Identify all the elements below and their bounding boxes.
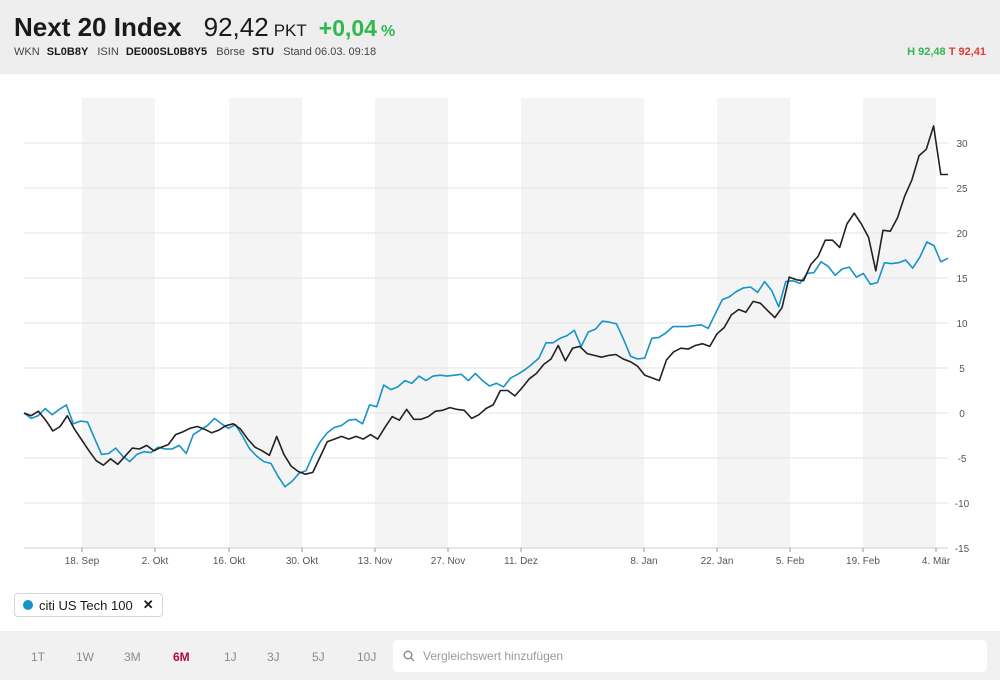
y-tick-label: 0 xyxy=(959,409,965,420)
close-icon[interactable]: ✕ xyxy=(142,597,154,612)
y-tick-label: 5 xyxy=(959,364,965,375)
price-chart[interactable]: 30 25 20 15 10 5 0 -5 -10 -15 18. Sep 2. Okt 16. Okt… xyxy=(0,74,1000,584)
range-tab-1t[interactable]: 1T xyxy=(31,650,46,664)
range-bar: 1T 1W 3M 6M 1J 3J 5J 10J xyxy=(0,631,1000,680)
range-tab-1w[interactable]: 1W xyxy=(76,650,94,664)
x-tick-label: 19. Feb xyxy=(846,556,880,567)
y-tick-label: 10 xyxy=(956,319,968,330)
boerse-value: STU xyxy=(252,46,275,58)
range-tab-10j[interactable]: 10J xyxy=(357,650,377,664)
x-tick-label: 30. Okt xyxy=(286,556,318,567)
y-tick-label: 25 xyxy=(956,184,968,195)
x-tick-label: 18. Sep xyxy=(65,556,100,567)
y-tick-label: -10 xyxy=(955,499,970,510)
range-tab-1j[interactable]: 1J xyxy=(224,650,237,664)
x-tick-label: 22. Jan xyxy=(701,556,734,567)
x-tick-label: 27. Nov xyxy=(431,556,465,567)
instrument-title: Next 20 Index xyxy=(14,12,182,42)
compare-chip: citi US Tech 100 ✕ xyxy=(14,593,163,617)
series-line-next-20-index xyxy=(23,125,948,476)
range-tab-6m[interactable]: 6M xyxy=(173,650,190,664)
title-row: Next 20 Index 92,42 PKT +0,04 % xyxy=(14,12,395,43)
price-unit: PKT xyxy=(273,21,307,40)
compare-chip-label: citi US Tech 100 xyxy=(39,597,133,613)
x-tick-label: 5. Feb xyxy=(776,556,805,567)
stand-timestamp: Stand 06.03. 09:18 xyxy=(283,46,377,58)
search-icon xyxy=(403,650,415,662)
low-value: T 92,41 xyxy=(948,46,986,58)
x-tick-label: 16. Okt xyxy=(213,556,245,567)
x-tick-label: 2. Okt xyxy=(142,556,169,567)
y-tick-label: 20 xyxy=(956,229,968,240)
y-tick-label: 15 xyxy=(956,274,968,285)
y-tick-label: -15 xyxy=(955,544,970,555)
instrument-header: Next 20 Index 92,42 PKT +0,04 % WKN SL0B… xyxy=(0,0,1000,74)
meta-row: WKN SL0B8Y ISIN DE000SL0B8Y5 Börse STU S… xyxy=(14,46,380,58)
price-value: 92,42 xyxy=(203,12,269,42)
search-input[interactable] xyxy=(423,649,963,663)
high-value: H 92,48 xyxy=(907,46,946,58)
wkn-label: WKN xyxy=(14,46,40,58)
boerse-label: Börse xyxy=(216,46,245,58)
isin-value: DE000SL0B8Y5 xyxy=(125,46,208,58)
series-color-dot xyxy=(23,600,33,610)
x-tick-label: 11. Dez xyxy=(504,556,538,567)
x-tick-label: 4. Mär xyxy=(922,556,951,567)
y-tick-label: 30 xyxy=(956,139,968,150)
change-unit: % xyxy=(380,23,396,40)
high-low: H 92,48 T 92,41 xyxy=(907,46,986,58)
wkn-value: SL0B8Y xyxy=(46,46,89,58)
y-tick-label: -5 xyxy=(958,454,967,465)
range-tab-3j[interactable]: 3J xyxy=(267,650,280,664)
compare-search[interactable] xyxy=(393,640,987,672)
change-value: +0,04 xyxy=(318,15,377,41)
isin-label: ISIN xyxy=(97,46,119,58)
x-tick-label: 8. Jan xyxy=(630,556,657,567)
range-tab-5j[interactable]: 5J xyxy=(312,650,325,664)
range-tab-3m[interactable]: 3M xyxy=(124,650,141,664)
x-tick-label: 13. Nov xyxy=(358,556,392,567)
series-line-citi-us-tech-100 xyxy=(23,241,949,488)
